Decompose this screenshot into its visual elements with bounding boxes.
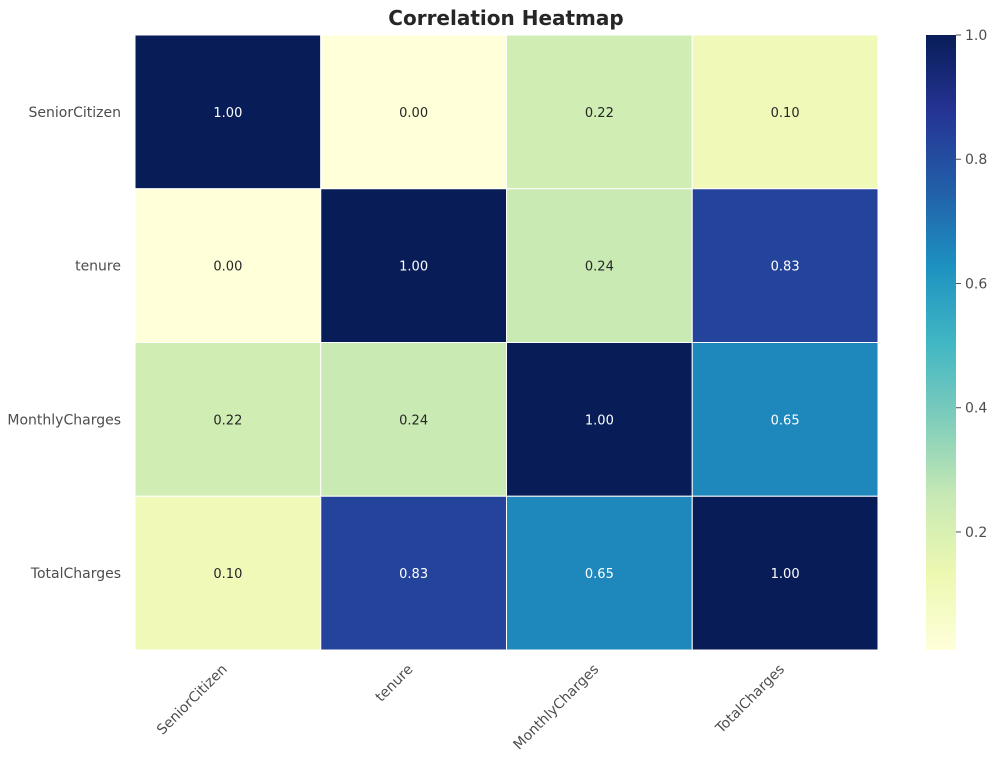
x-tick-label: MonthlyCharges [511,662,603,754]
cell-value-label: 0.22 [585,106,614,121]
heatmap-cell [320,342,507,497]
heatmap-cell [691,34,879,190]
heatmap-cell [506,495,693,651]
cell-value-label: 0.00 [213,260,242,275]
cell-value-label: 0.00 [399,106,428,121]
cell-value-label: 0.65 [585,567,614,582]
cell-value-label: 0.83 [771,260,800,275]
cell-value-label: 0.24 [399,413,428,428]
heatmap-cell [320,188,507,343]
heatmap-cells: 1.00 0.00 0.22 0.10 0.00 1.00 0.24 0.83 0.22 0.24… [134,34,879,651]
colorbar-gradient [926,35,956,650]
cell-value-label: 0.10 [771,106,800,121]
y-tick-label: TotalCharges [30,566,121,582]
heatmap-cell [506,188,693,343]
y-tick-label: tenure [75,259,121,275]
cell-value-label: 1.00 [771,567,800,582]
heatmap-cell [134,34,322,190]
y-axis-tick-labels: SeniorCitizen tenure MonthlyCharges TotalCh… [7,105,121,582]
chart-title: Correlation Heatmap [388,6,623,30]
cell-value-label: 0.65 [771,413,800,428]
cell-value-label: 1.00 [399,260,428,275]
cell-value-label: 1.00 [213,106,242,121]
x-tick-label: tenure [373,662,417,706]
cell-value-label: 0.83 [399,567,428,582]
y-tick-label: SeniorCitizen [29,105,121,121]
x-tick-label: SeniorCitizen [154,662,231,739]
x-axis-tick-labels: SeniorCitizen tenure MonthlyCharges TotalCh… [154,662,788,754]
heatmap-cell [691,342,879,497]
heatmap-cell [691,495,879,651]
heatmap-cell [320,34,507,190]
heatmap-cell [320,495,507,651]
heatmap-cell [134,495,322,651]
colorbar-tick-label: 0.4 [965,401,987,417]
cell-value-label: 0.22 [213,413,242,428]
colorbar-tick-label: 0.6 [965,276,987,292]
heatmap-cell [691,188,879,343]
cell-value-label: 1.00 [585,413,614,428]
y-tick-label: MonthlyCharges [7,412,121,428]
heatmap-cell [506,34,693,190]
colorbar-tick-label: 0.2 [965,525,987,541]
cell-value-label: 0.24 [585,260,614,275]
colorbar: 0.2 0.4 0.6 0.8 1.0 [926,28,987,650]
colorbar-tick-label: 1.0 [965,28,987,44]
x-tick-label: TotalCharges [712,662,788,738]
colorbar-tick-label: 0.8 [965,152,987,168]
heatmap-cell [134,188,322,343]
cell-value-label: 0.10 [213,567,242,582]
